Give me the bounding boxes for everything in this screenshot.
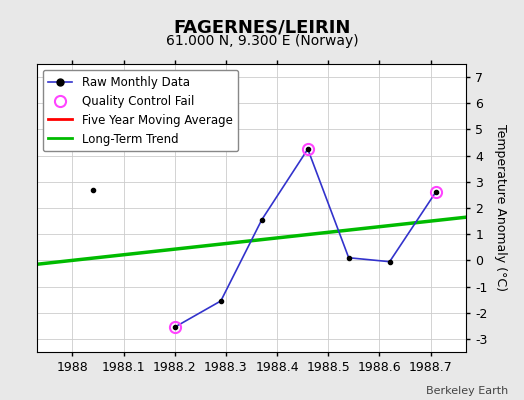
Text: FAGERNES/LEIRIN: FAGERNES/LEIRIN [173, 18, 351, 36]
Legend: Raw Monthly Data, Quality Control Fail, Five Year Moving Average, Long-Term Tren: Raw Monthly Data, Quality Control Fail, … [42, 70, 238, 152]
Text: Berkeley Earth: Berkeley Earth [426, 386, 508, 396]
Y-axis label: Temperature Anomaly (°C): Temperature Anomaly (°C) [494, 124, 507, 292]
Text: 61.000 N, 9.300 E (Norway): 61.000 N, 9.300 E (Norway) [166, 34, 358, 48]
